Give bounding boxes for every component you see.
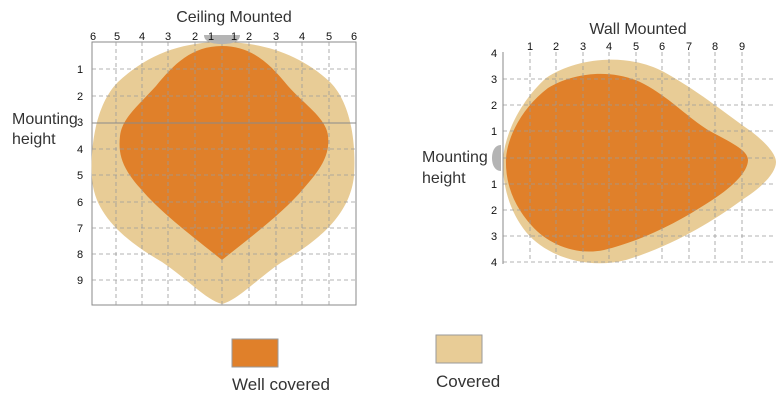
ceiling-top-tick: 4 (139, 31, 145, 43)
wall-top-tick: 1 (527, 41, 533, 53)
ceiling-left-tick: 8 (77, 249, 83, 261)
ceiling-top-tick: 1 (231, 31, 237, 43)
wall-sensor-icon (492, 145, 501, 171)
wall-left-tick: 1 (491, 179, 497, 191)
wall-left-tick: 1 (491, 126, 497, 138)
wall-left-tick: 4 (491, 48, 497, 60)
wall-top-tick: 7 (686, 41, 692, 53)
wall-top-tick: 8 (712, 41, 718, 53)
ceiling-mounted-diagram: Ceiling Mounted (12, 9, 357, 306)
ceiling-top-tick: 1 (208, 31, 214, 43)
wall-top-tick: 4 (606, 41, 612, 53)
ceiling-left-tick: 7 (77, 223, 83, 235)
ceiling-top-tick: 2 (192, 31, 198, 43)
ceiling-height-label: height (12, 131, 56, 148)
wall-top-tick: 9 (739, 41, 745, 53)
wall-left-ticks: 4 3 2 1 1 2 3 4 (491, 48, 497, 269)
ceiling-sensor-icon (204, 35, 240, 44)
ceiling-top-tick: 2 (246, 31, 252, 43)
ceiling-top-ticks: 6 5 4 3 2 1 1 2 3 4 5 6 (90, 31, 357, 43)
wall-well-covered-zone (505, 73, 748, 252)
wall-left-tick: 4 (491, 257, 497, 269)
ceiling-left-tick: 2 (77, 91, 83, 103)
ceiling-top-tick: 6 (90, 31, 96, 43)
ceiling-top-tick: 3 (273, 31, 279, 43)
wall-title: Wall Mounted (589, 21, 686, 38)
legend-covered-label: Covered (436, 372, 500, 391)
ceiling-left-tick: 4 (77, 144, 83, 156)
ceiling-top-tick: 5 (326, 31, 332, 43)
wall-mounted-diagram: Wall Mounted (422, 21, 776, 269)
wall-height-label: height (422, 170, 466, 187)
ceiling-left-tick: 9 (77, 275, 83, 287)
ceiling-mounting-label: Mounting (12, 111, 78, 128)
wall-left-tick: 3 (491, 74, 497, 86)
ceiling-top-tick: 5 (114, 31, 120, 43)
wall-top-tick: 2 (553, 41, 559, 53)
wall-left-tick: 2 (491, 100, 497, 112)
ceiling-left-ticks: 1 2 3 4 5 6 7 8 9 (77, 64, 83, 287)
ceiling-left-tick: 1 (77, 64, 83, 76)
legend-covered-swatch (435, 334, 483, 364)
wall-left-tick: 3 (491, 231, 497, 243)
ceiling-left-tick: 5 (77, 170, 83, 182)
ceiling-grid (92, 42, 356, 305)
ceiling-top-tick: 3 (165, 31, 171, 43)
wall-mounting-label: Mounting (422, 149, 488, 166)
wall-top-tick: 6 (659, 41, 665, 53)
ceiling-left-tick: 6 (77, 197, 83, 209)
wall-top-ticks: 1 2 3 4 5 6 7 8 9 (527, 41, 745, 53)
legend-well-covered-label: Well covered (232, 375, 330, 394)
ceiling-top-tick: 4 (299, 31, 305, 43)
wall-grid (503, 52, 774, 263)
legend: Well covered Covered (231, 334, 500, 394)
wall-top-tick: 5 (633, 41, 639, 53)
ceiling-top-tick: 6 (351, 31, 357, 43)
ceiling-title: Ceiling Mounted (176, 9, 292, 26)
ceiling-left-tick: 3 (77, 117, 83, 129)
legend-well-covered-swatch (231, 338, 279, 368)
wall-top-tick: 3 (580, 41, 586, 53)
wall-left-tick: 2 (491, 205, 497, 217)
